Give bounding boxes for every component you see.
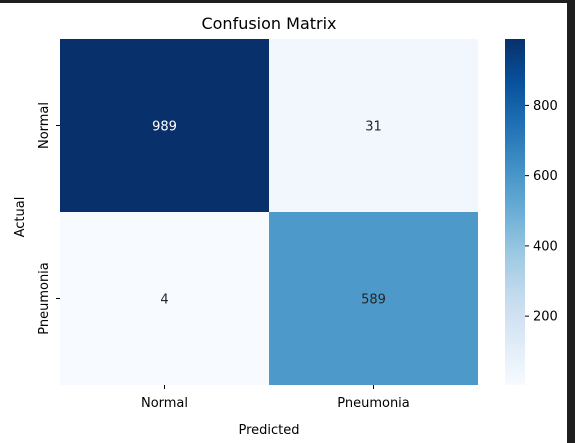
y-axis: Normal Pneumonia	[37, 102, 60, 335]
cell-value-label: 31	[365, 120, 382, 135]
heatmap-cell	[269, 212, 478, 385]
colorbar: 200 400 600 800	[505, 39, 558, 385]
y-tick-label: Pneumonia	[37, 262, 52, 335]
x-axis-label: Predicted	[238, 423, 299, 438]
x-tick-label: Pneumonia	[337, 396, 410, 411]
cell-value-label: 989	[152, 120, 177, 135]
colorbar-tick-label: 400	[533, 239, 558, 254]
heatmap-cell	[269, 39, 478, 212]
colorbar-tick-label: 600	[533, 169, 558, 184]
colorbar-tick-label: 800	[533, 99, 558, 114]
cell-value-label: 589	[361, 293, 386, 308]
x-axis: Normal Pneumonia	[141, 385, 410, 411]
heatmap-cells	[60, 39, 478, 385]
heatmap-cell	[60, 212, 269, 385]
colorbar-tick-label: 200	[533, 310, 558, 325]
y-axis-label: Actual	[13, 197, 28, 238]
heatmap-cell-labels: 989 31 4 589	[152, 120, 386, 308]
y-tick-label: Normal	[37, 102, 52, 149]
figure-canvas: Confusion Matrix 989 31 4 589 Normal Pneumon…	[0, 3, 567, 443]
heatmap-cell	[60, 39, 269, 212]
chart-title: Confusion Matrix	[201, 14, 336, 33]
colorbar-gradient	[505, 39, 525, 385]
confusion-matrix-chart: Confusion Matrix 989 31 4 589 Normal Pneumon…	[13, 14, 558, 438]
x-tick-label: Normal	[141, 396, 188, 411]
cell-value-label: 4	[160, 293, 168, 308]
